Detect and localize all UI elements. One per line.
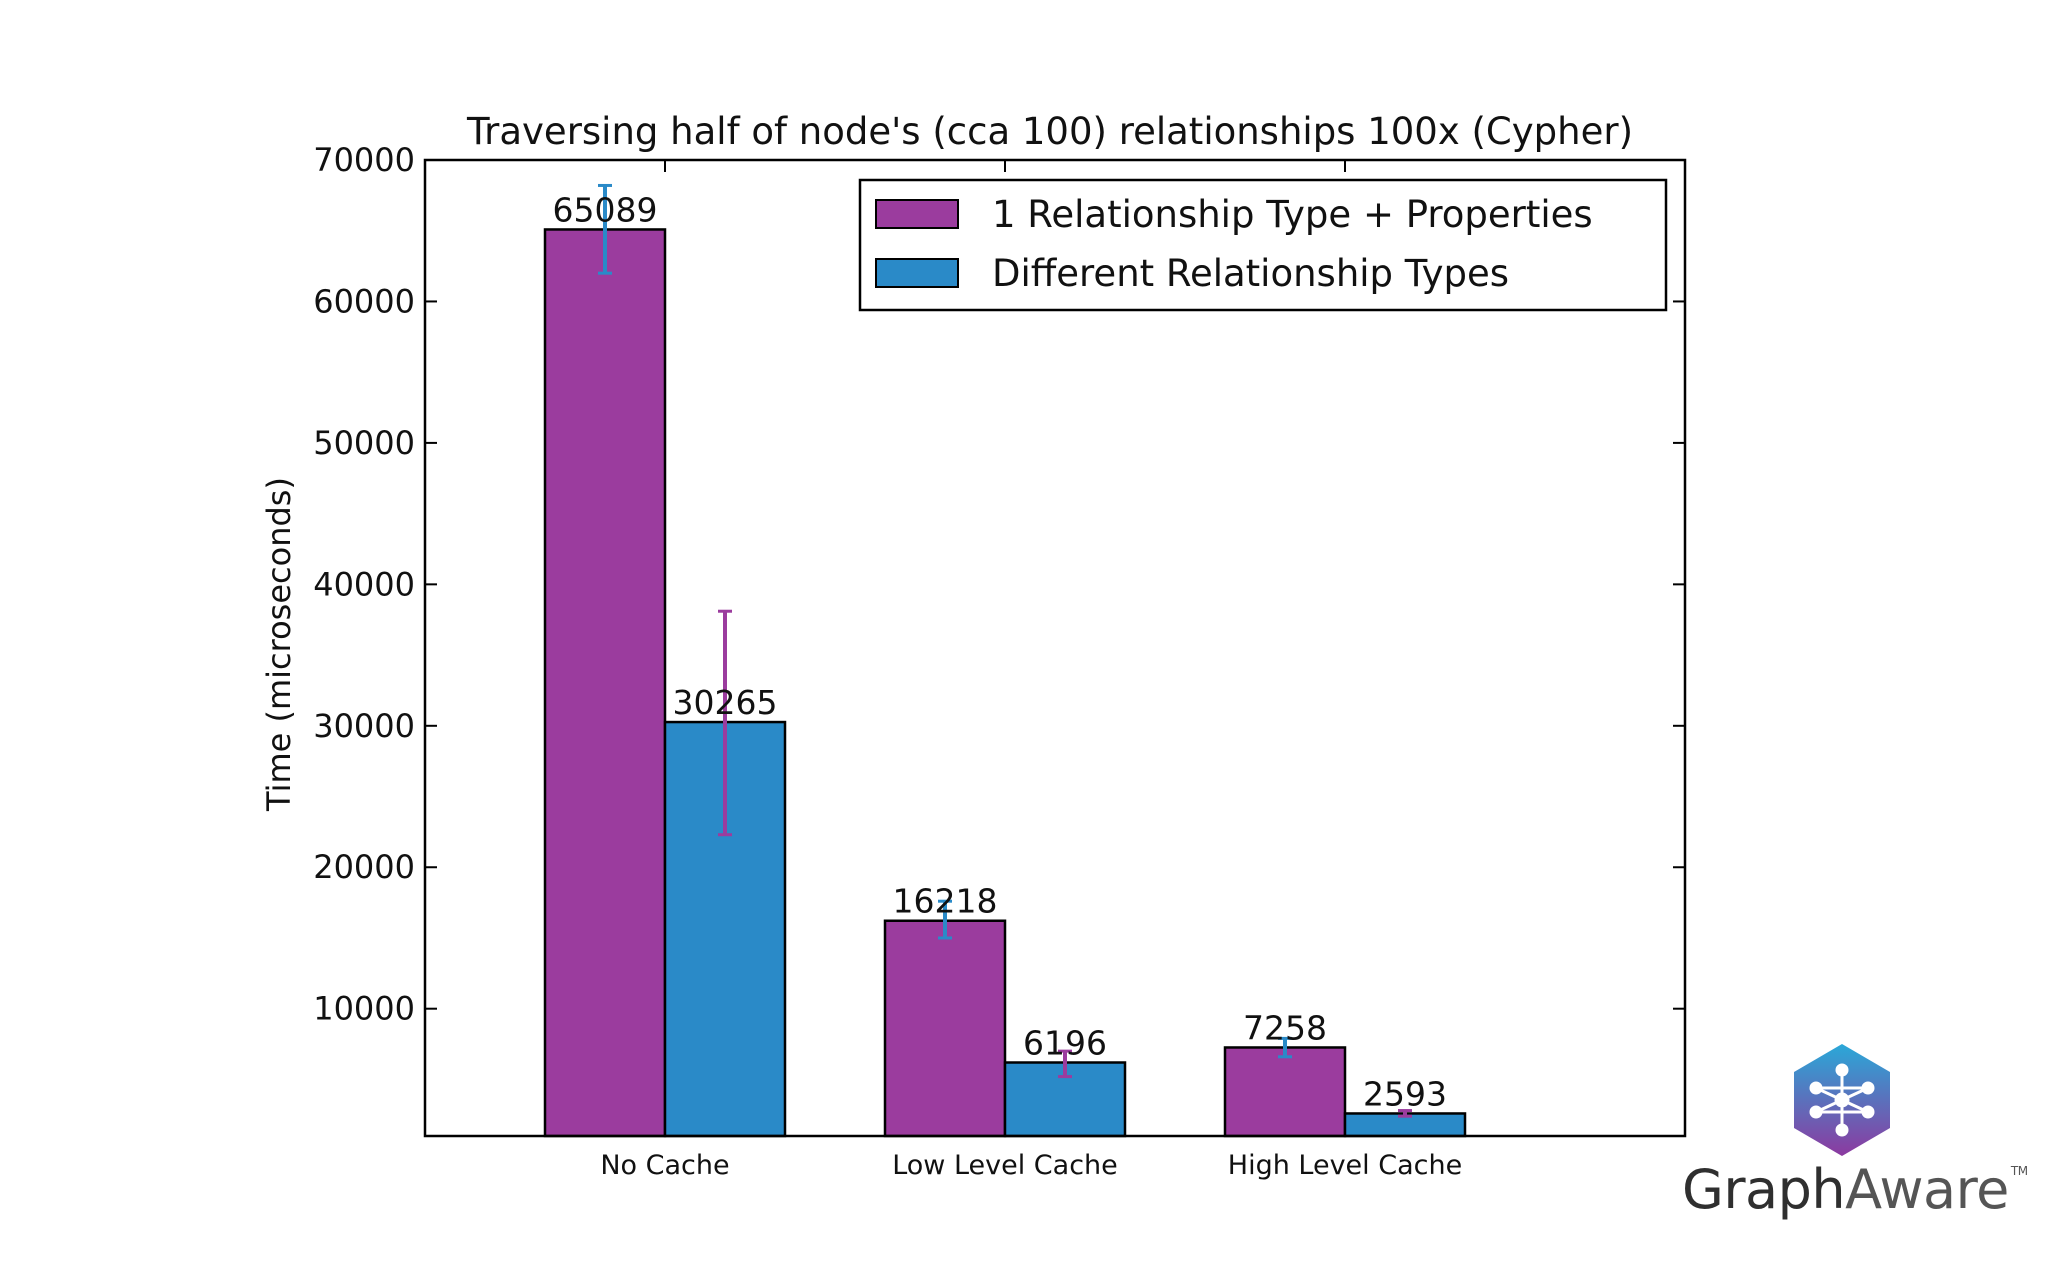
legend-box: [858, 178, 1668, 312]
logo-text-graph: Graph: [1682, 1158, 1846, 1221]
legend-label-series-1: 1 Relationship Type + Properties: [992, 193, 1593, 236]
error-bars: [598, 183, 1412, 1118]
data-label: 65089: [553, 190, 658, 229]
logo-wordmark: GraphAware TM: [1682, 1158, 2028, 1221]
x-tick-label: High Level Cache: [1228, 1150, 1462, 1181]
data-label: 16218: [893, 882, 998, 921]
y-tick-label: 40000: [313, 565, 415, 603]
legend-swatch-series-2: [875, 258, 959, 288]
y-axis-label: Time (microseconds): [260, 477, 298, 812]
axis-ticks: 10000 20000 30000 40000 50000 60000 70000 No Ca…: [313, 141, 1685, 1181]
data-label: 30265: [673, 683, 778, 722]
y-tick-label: 60000: [313, 282, 415, 320]
logo-text-aware: Aware: [1845, 1158, 2009, 1221]
x-tick-label: Low Level Cache: [892, 1150, 1118, 1181]
bar-series-1: [543, 228, 667, 1138]
plot-frame: [423, 158, 1687, 1138]
logo-trademark: TM: [2010, 1164, 2028, 1178]
y-tick-label: 30000: [313, 707, 415, 745]
legend-swatch-series-1: [875, 199, 959, 229]
data-labels: 65089 30265 16218 6196 7258 2593: [553, 190, 1447, 1113]
data-label: 2593: [1363, 1074, 1447, 1113]
data-label: 7258: [1243, 1008, 1327, 1047]
y-tick-label: 70000: [313, 141, 415, 179]
bar-series-1: [1223, 1046, 1347, 1138]
bar-series-1: [883, 919, 1007, 1138]
y-tick-label: 20000: [313, 848, 415, 886]
graphaware-logo-icon: [1794, 1044, 1890, 1156]
legend: 1 Relationship Type + Properties Differe…: [858, 178, 1668, 312]
data-label: 6196: [1023, 1024, 1107, 1063]
legend-label-series-2: Different Relationship Types: [992, 252, 1509, 295]
y-tick-label: 10000: [313, 990, 415, 1028]
x-tick-label: No Cache: [600, 1150, 729, 1181]
y-tick-label: 50000: [313, 424, 415, 462]
chart-title: Traversing half of node's (cca 100) rela…: [466, 110, 1633, 153]
